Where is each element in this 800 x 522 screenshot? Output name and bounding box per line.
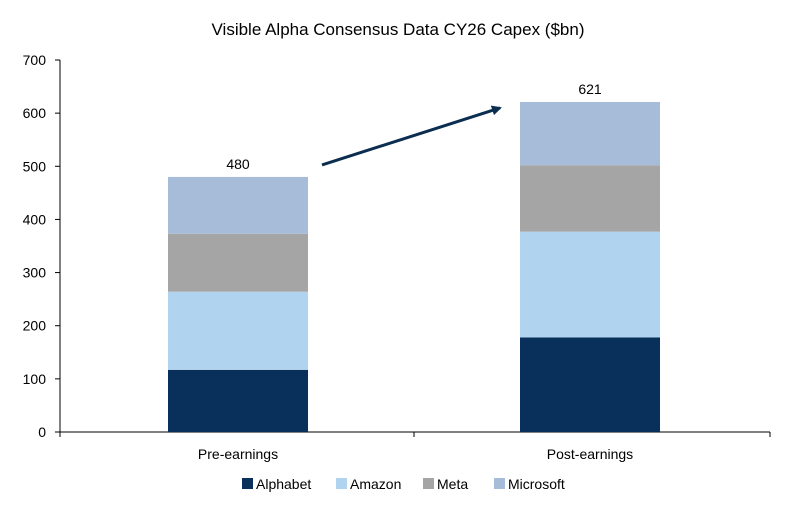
y-tick-label: 600 [23, 105, 47, 121]
y-tick-label: 500 [23, 158, 47, 174]
bar-segment-amazon-0 [168, 291, 308, 370]
legend-label-alphabet: Alphabet [256, 476, 311, 492]
bar-segment-amazon-1 [520, 231, 660, 338]
legend-swatch-alphabet [242, 478, 253, 489]
y-tick-label: 0 [38, 424, 46, 440]
legend: Alphabet Amazon Meta Microsoft [242, 476, 565, 492]
y-tick-label: 100 [23, 371, 47, 387]
legend-swatch-meta [423, 478, 434, 489]
x-category-label: Post-earnings [547, 446, 633, 462]
chart-title: Visible Alpha Consensus Data CY26 Capex … [212, 20, 585, 39]
x-category-label: Pre-earnings [198, 446, 278, 462]
legend-swatch-microsoft [494, 478, 505, 489]
bar-segment-alphabet-0 [168, 369, 308, 432]
y-tick-label: 400 [23, 211, 47, 227]
y-tick-label: 200 [23, 318, 47, 334]
plot-area: 0 100 200 300 400 500 600 700 Pre-earnings 480 Pos… [23, 52, 771, 462]
trend-arrow [321, 105, 502, 167]
bar-segment-meta-0 [168, 233, 308, 292]
y-tick-label: 700 [23, 52, 47, 68]
bar-total-label: 621 [578, 81, 602, 97]
bar-segment-microsoft-0 [168, 176, 308, 234]
bar-total-label: 480 [226, 156, 250, 172]
legend-label-amazon: Amazon [350, 476, 401, 492]
bar-segment-microsoft-1 [520, 101, 660, 166]
bar-segment-alphabet-1 [520, 337, 660, 432]
bar-segment-meta-1 [520, 165, 660, 232]
y-tick-label: 300 [23, 265, 47, 281]
legend-label-microsoft: Microsoft [508, 476, 565, 492]
legend-label-meta: Meta [437, 476, 468, 492]
legend-swatch-amazon [336, 478, 347, 489]
